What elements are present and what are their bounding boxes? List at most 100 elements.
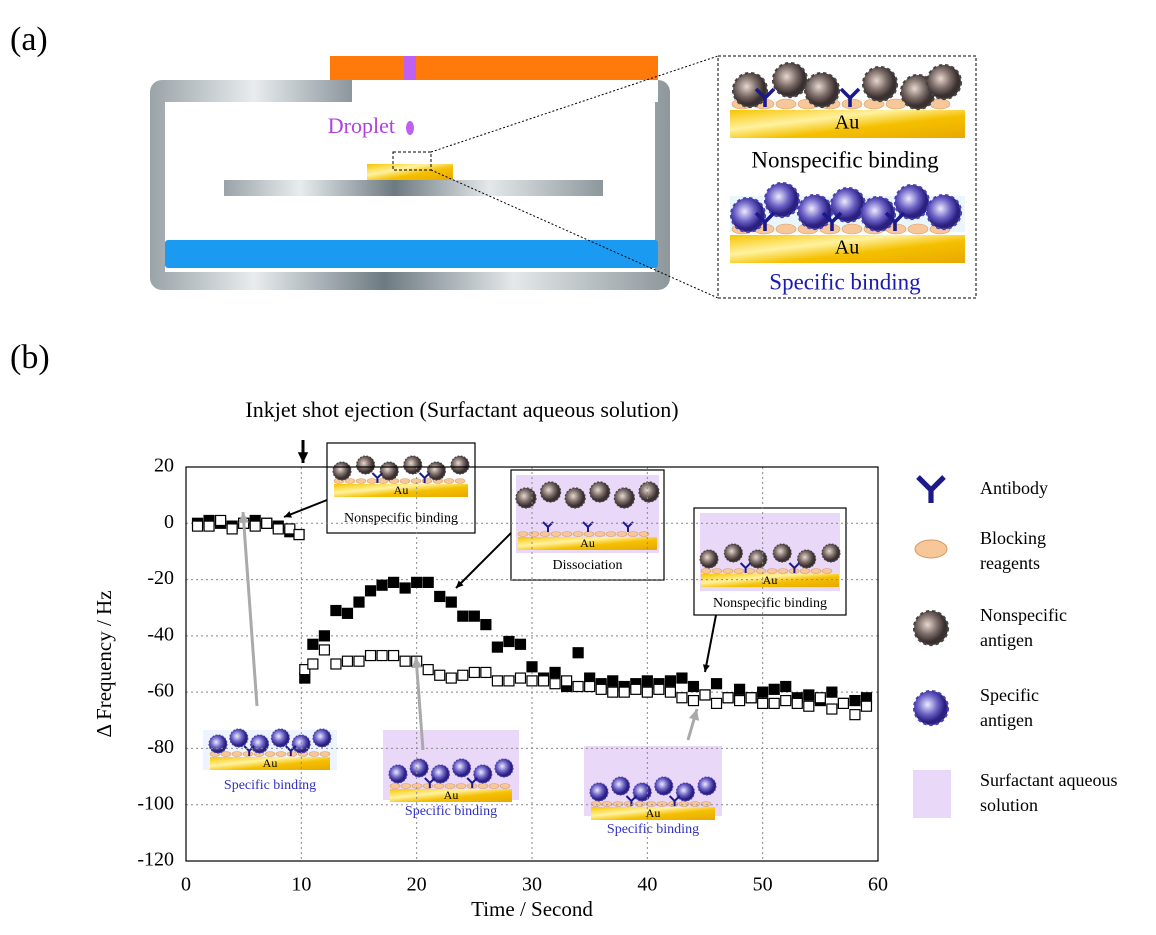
data-point bbox=[665, 676, 675, 686]
data-point bbox=[596, 684, 606, 694]
nonspecific-antigen bbox=[541, 482, 561, 502]
data-point bbox=[435, 591, 445, 601]
y-tick-label: 20 bbox=[154, 455, 174, 477]
data-point bbox=[342, 608, 352, 618]
blocking-reagent bbox=[551, 532, 561, 537]
specific-antigen bbox=[313, 729, 331, 747]
legend-label: solution bbox=[980, 795, 1038, 815]
specific-antigen bbox=[431, 765, 449, 783]
data-point bbox=[712, 698, 722, 708]
blocking-reagent bbox=[518, 532, 528, 537]
blocking-reagent bbox=[701, 569, 711, 574]
specific-antigen bbox=[895, 185, 929, 219]
data-point bbox=[712, 679, 722, 689]
data-point bbox=[608, 687, 618, 697]
y-tick-label: 0 bbox=[164, 511, 174, 533]
chamber-opening bbox=[352, 80, 658, 102]
blocking-reagent bbox=[287, 752, 297, 757]
legend-label: antigen bbox=[980, 630, 1033, 650]
data-point bbox=[308, 639, 318, 649]
blocking-reagent bbox=[595, 532, 605, 537]
page: {"panel_a":{"label":"(a)","droplet":"Dro… bbox=[0, 0, 1156, 935]
y-tick-label: -40 bbox=[147, 623, 174, 645]
x-tick-label: 10 bbox=[291, 874, 311, 896]
nonspecific-antigen bbox=[863, 67, 897, 101]
specific-antigen bbox=[633, 783, 651, 801]
data-point bbox=[469, 667, 479, 677]
specific-antigen bbox=[590, 783, 608, 801]
inset-caption: Nonspecific binding bbox=[344, 511, 458, 526]
specific-antigen bbox=[474, 765, 492, 783]
data-point bbox=[308, 659, 318, 669]
data-point bbox=[446, 597, 456, 607]
blocking-reagent bbox=[628, 532, 638, 537]
legend-label: reagents bbox=[980, 553, 1040, 573]
data-point bbox=[435, 670, 445, 680]
nonspecific-antigen bbox=[639, 482, 659, 502]
data-point bbox=[688, 682, 698, 692]
data-point bbox=[458, 670, 468, 680]
data-point bbox=[377, 651, 387, 661]
blocking-reagent bbox=[434, 784, 444, 789]
data-point bbox=[850, 696, 860, 706]
data-point bbox=[827, 687, 837, 697]
data-point bbox=[204, 521, 214, 531]
data-point bbox=[723, 693, 733, 703]
specific-antigen bbox=[495, 759, 513, 777]
specific-antigen bbox=[861, 197, 895, 231]
blocking-reagent bbox=[822, 569, 832, 574]
au-label: Au bbox=[394, 483, 409, 497]
data-point bbox=[262, 518, 272, 528]
y-tick-label: -80 bbox=[147, 736, 174, 758]
specific-antigen bbox=[798, 195, 832, 229]
au-label: Au bbox=[580, 536, 595, 550]
data-point bbox=[273, 524, 283, 534]
inset-caption: Dissociation bbox=[553, 558, 623, 573]
data-point bbox=[700, 690, 710, 700]
blocking-reagent bbox=[221, 752, 231, 757]
data-point bbox=[319, 631, 329, 641]
data-point bbox=[735, 696, 745, 706]
specific-antigen bbox=[251, 735, 269, 753]
figure: (a) Droplet Au Nonspecific binding Au Sp… bbox=[0, 0, 1156, 935]
data-point bbox=[608, 676, 618, 686]
blocking-reagent bbox=[606, 532, 616, 537]
inset-caption: Specific binding bbox=[607, 822, 699, 837]
data-point bbox=[193, 521, 203, 531]
data-point bbox=[746, 693, 756, 703]
data-point bbox=[492, 676, 502, 686]
nonspecific-antigen bbox=[380, 462, 398, 480]
legend-label: Surfactant aqueous bbox=[980, 770, 1117, 790]
y-tick-label: -60 bbox=[147, 680, 174, 702]
data-point bbox=[804, 701, 814, 711]
arrow-head bbox=[703, 664, 710, 672]
specific-antigen bbox=[410, 759, 428, 777]
data-point bbox=[227, 524, 237, 534]
blocking-reagent bbox=[345, 479, 355, 484]
x-tick-label: 0 bbox=[181, 874, 191, 896]
y-tick-label: -100 bbox=[137, 792, 174, 814]
nonspecific-antigen bbox=[614, 488, 634, 508]
au-label: Au bbox=[763, 573, 778, 587]
specific-antigen bbox=[655, 777, 673, 795]
data-point bbox=[446, 673, 456, 683]
annotation: Inkjet shot ejection (Surfactant aqueous… bbox=[245, 397, 678, 422]
blocking-reagent bbox=[908, 224, 928, 234]
data-point bbox=[250, 521, 260, 531]
holder bbox=[224, 180, 603, 196]
x-tick-label: 60 bbox=[868, 874, 888, 896]
arrow bbox=[243, 512, 257, 706]
nonspecific-antigen bbox=[404, 456, 422, 474]
data-point bbox=[366, 586, 376, 596]
data-point bbox=[585, 682, 595, 692]
specific-antigen bbox=[271, 729, 289, 747]
data-point bbox=[539, 676, 549, 686]
data-point bbox=[527, 662, 537, 672]
nonspecific-antigen bbox=[516, 488, 536, 508]
y-tick-label: -20 bbox=[147, 567, 174, 589]
blocking-reagent bbox=[562, 532, 572, 537]
data-point bbox=[423, 577, 433, 587]
blocking-reagent bbox=[529, 532, 539, 537]
data-point bbox=[619, 687, 629, 697]
au-label: Au bbox=[263, 756, 278, 770]
